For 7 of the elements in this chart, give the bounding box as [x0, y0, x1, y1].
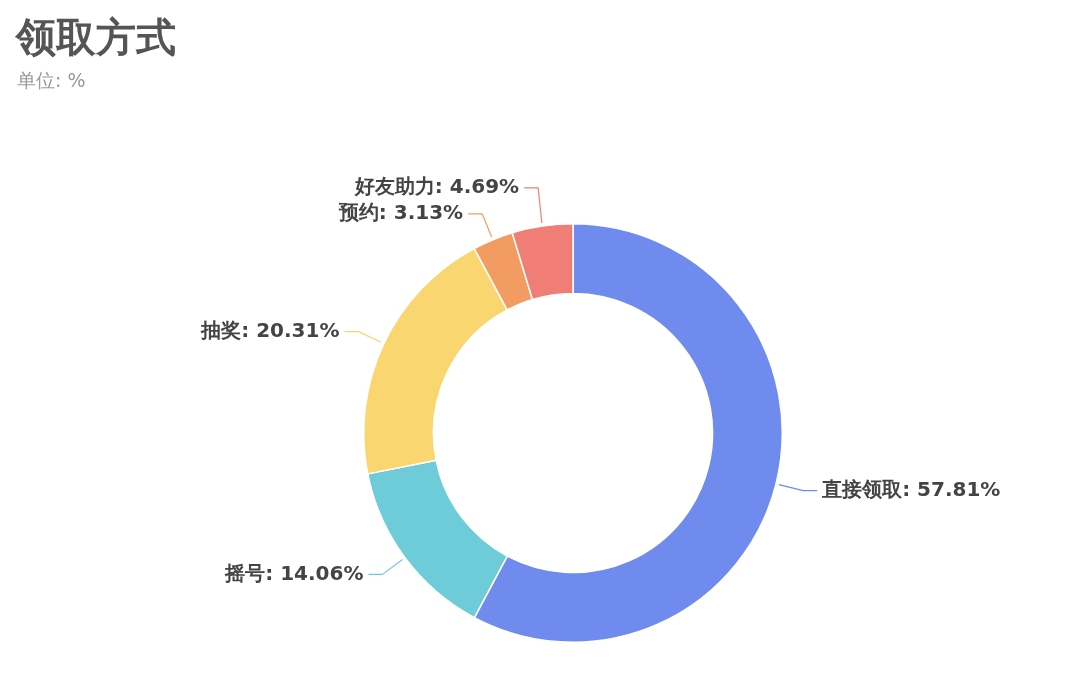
chart-subtitle: 单位: % [17, 68, 86, 93]
slice-label: 预约: 3.13% [337, 200, 464, 225]
slice-label: 抽奖: 20.31% [200, 317, 340, 342]
chart-title: 领取方式 [16, 13, 176, 62]
slice-label: 摇号: 14.06% [224, 560, 364, 585]
slice-label: 好友助力: 4.69% [353, 174, 520, 199]
slice-label: 直接领取: 57.81% [821, 476, 1001, 501]
